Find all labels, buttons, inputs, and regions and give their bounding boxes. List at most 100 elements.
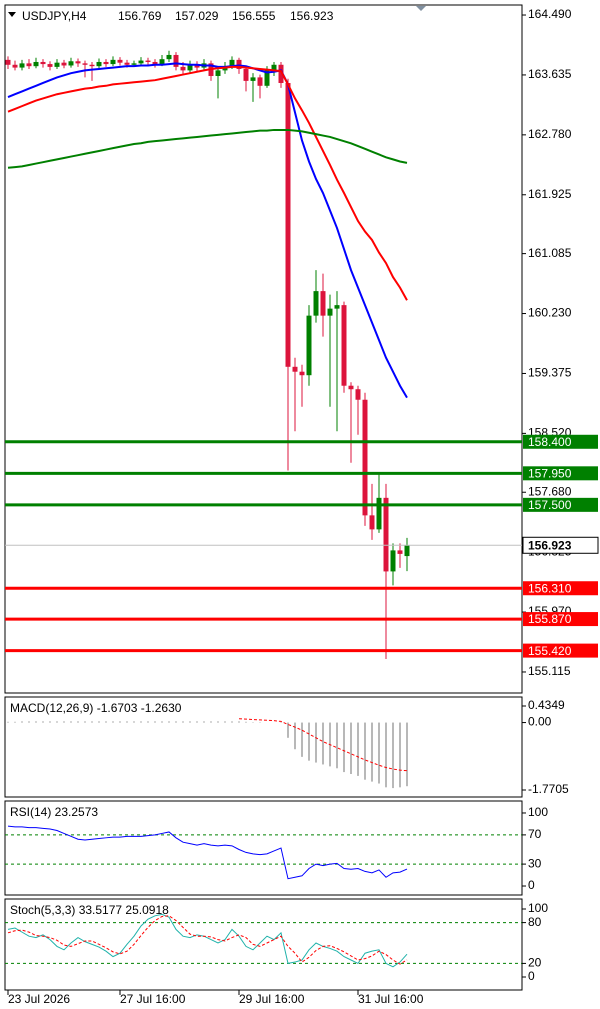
histogram-bar [294, 722, 296, 750]
y-tick-label: 162.780 [528, 127, 572, 141]
panel [4, 696, 523, 798]
candle-body [159, 59, 165, 65]
candle-body [103, 61, 109, 65]
y-tick-label: 161.925 [528, 187, 572, 201]
chart-title: USDJPY,H4 [22, 9, 87, 23]
candle-body [250, 77, 256, 81]
candle-body [341, 305, 347, 386]
y-tick-label: 155.115 [528, 664, 571, 678]
indicator-line [7, 825, 408, 880]
histogram-bar [392, 722, 394, 789]
histogram-bar [224, 721, 226, 723]
histogram-bar [91, 721, 93, 723]
level-box [523, 643, 598, 658]
candle-body [194, 64, 200, 68]
candle-body [96, 61, 102, 67]
histogram-bar [336, 722, 338, 769]
histogram-bar [308, 722, 310, 761]
histogram-bar [56, 721, 58, 723]
histogram-bar [119, 721, 121, 723]
candle-body [271, 64, 277, 71]
x-tick-label: 23 Jul 2026 [8, 992, 70, 1006]
histogram-bar [238, 721, 240, 723]
histogram-bar [378, 722, 380, 784]
candle-body [61, 62, 67, 66]
candle-body [285, 82, 291, 367]
histogram-bar [189, 721, 191, 723]
histogram-bar [105, 721, 107, 723]
y-tick-label: 159.375 [528, 366, 572, 380]
candle-body [68, 61, 74, 66]
candle-body [264, 70, 270, 86]
histogram-bar [63, 721, 65, 723]
candle-body [376, 497, 382, 530]
candle-body [397, 550, 403, 554]
histogram-bar [126, 721, 128, 723]
candle-body [12, 64, 18, 68]
candle-body [306, 315, 312, 376]
histogram-bar [350, 722, 352, 774]
candle-body [404, 545, 410, 557]
histogram-bar [406, 722, 408, 787]
candle-body [334, 305, 340, 309]
candle-body [257, 77, 263, 86]
candle-body [383, 497, 389, 572]
candle-body [278, 64, 284, 83]
histogram-bar [287, 722, 289, 738]
indicator-line [7, 913, 408, 968]
y-tick-label: 157.680 [528, 484, 572, 498]
candle-body [229, 59, 235, 67]
candle-body [187, 64, 193, 71]
candle-body [110, 59, 116, 65]
histogram-bar [357, 722, 359, 776]
candle-body [236, 59, 242, 69]
indicator-line [7, 915, 408, 965]
indicator-title: Stoch(5,3,3) 33.5177 25.0918 [10, 903, 169, 917]
candle-body [180, 66, 186, 71]
candle-body [138, 60, 144, 64]
level-label: 158.400 [528, 435, 572, 449]
histogram-bar [364, 722, 366, 780]
panel [4, 4, 523, 694]
candle-body [117, 59, 123, 63]
histogram-bar [301, 722, 303, 757]
y-tick-label: 80 [528, 915, 542, 929]
level-label: 157.950 [528, 466, 572, 480]
candle-body [131, 63, 137, 65]
candle-body [19, 63, 25, 68]
histogram-bar [322, 722, 324, 765]
shift-marker [416, 6, 426, 11]
level-box [523, 612, 598, 627]
candle-body [152, 61, 158, 65]
candle-body [145, 60, 151, 62]
ohlc-value: 156.923 [290, 9, 334, 23]
histogram-bar [98, 721, 100, 723]
y-tick-label: 100 [528, 901, 548, 915]
y-tick-label: 0 [528, 878, 535, 892]
y-tick-label: 0.00 [528, 715, 552, 729]
y-tick-label: -1.7705 [528, 782, 569, 796]
candle-body [327, 308, 333, 316]
candle-body [40, 61, 46, 65]
candle-body [362, 399, 368, 516]
level-label: 155.420 [528, 644, 572, 658]
histogram-bar [154, 721, 156, 723]
histogram-bar [196, 721, 198, 723]
indicator-title: MACD(12,26,9) -1.6703 -1.2630 [10, 701, 182, 715]
candle-body [292, 366, 298, 372]
histogram-bar [182, 721, 184, 723]
candle-body [173, 54, 179, 67]
histogram-bar [49, 721, 51, 723]
candle-body [320, 291, 326, 316]
histogram-bar [371, 722, 373, 782]
candle-body [82, 63, 88, 65]
ohlc-value: 157.029 [175, 9, 219, 23]
histogram-bar [217, 721, 219, 723]
candle-body [89, 64, 95, 67]
histogram-bar [14, 721, 16, 723]
candle-body [243, 68, 249, 81]
histogram-bar [28, 721, 30, 723]
ohlc-value: 156.555 [232, 9, 276, 23]
y-tick-label: 160.230 [528, 306, 572, 320]
